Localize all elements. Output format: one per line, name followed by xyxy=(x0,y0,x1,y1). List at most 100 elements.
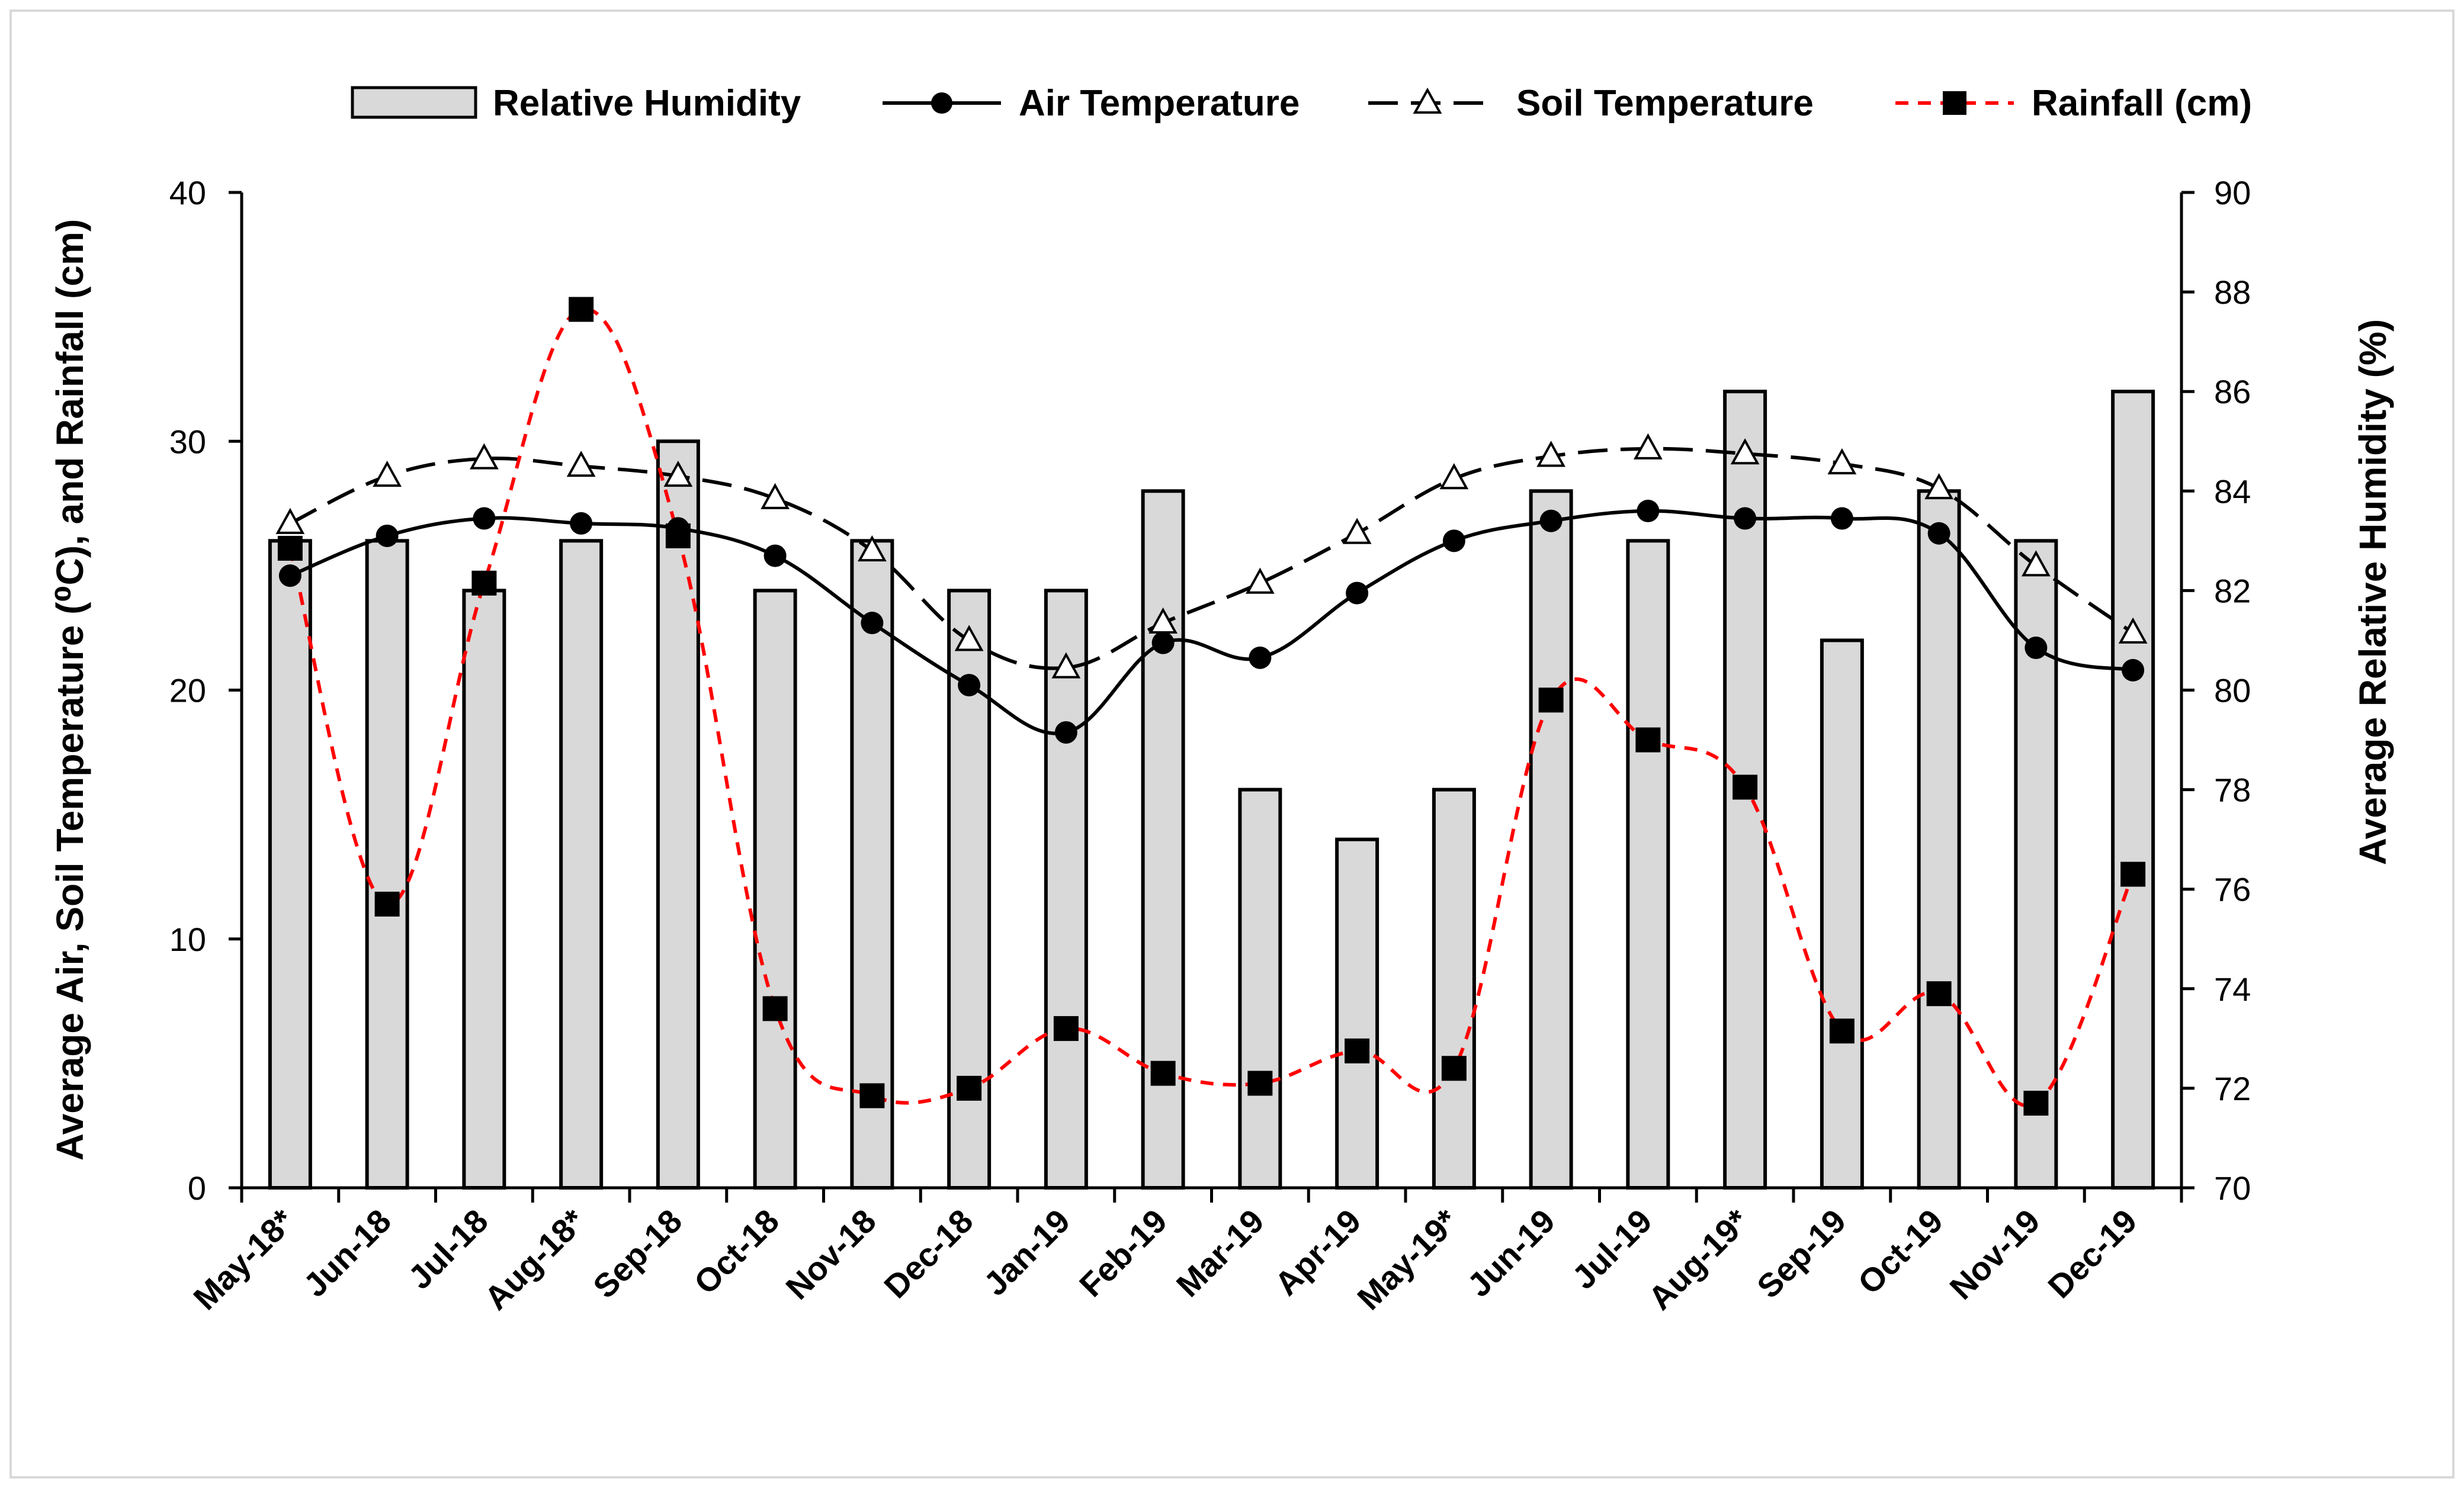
soil-temperature-point xyxy=(2118,617,2148,644)
soil-temperature-point xyxy=(469,443,499,470)
rainfall-point xyxy=(957,1075,982,1101)
legend-item-rainfall: Rainfall (cm) xyxy=(1895,83,2252,124)
rainfall-point xyxy=(1829,1018,1855,1044)
air-temperature-point xyxy=(570,512,593,535)
soil-temperature-point xyxy=(1924,473,1954,500)
air-temperature-point xyxy=(763,544,787,567)
rainfall-point xyxy=(2120,862,2146,887)
rainfall-point xyxy=(471,570,497,596)
rainfall-point xyxy=(1247,1071,1273,1096)
y-left-tick-label: 0 xyxy=(188,1169,206,1207)
soil-temperature-point xyxy=(1730,438,1760,465)
air-temperature-point xyxy=(861,612,884,635)
humidity-bar xyxy=(559,539,604,1190)
rainfall-point xyxy=(1635,727,1661,753)
soil-temperature-point xyxy=(2021,550,2051,577)
humidity-bar xyxy=(1820,638,1864,1190)
legend-item-relative-humidity: Relative Humidity xyxy=(351,83,801,124)
humidity-bar xyxy=(850,539,894,1190)
soil-temperature-point xyxy=(275,507,305,534)
y-left-tick-label: 10 xyxy=(169,921,206,958)
y-axis-right-ticks: 70 72 74 76 78 80 82 84 86 88 90 xyxy=(2181,174,2251,1207)
rainfall-point xyxy=(277,535,303,561)
air-temperature-point xyxy=(958,674,981,697)
y-left-tick-label: 30 xyxy=(169,423,206,460)
soil-temperature-point xyxy=(663,460,693,487)
soil-temperature-point xyxy=(1439,463,1469,490)
humidity-bar xyxy=(1044,589,1088,1190)
y-right-tick-label: 90 xyxy=(2214,174,2251,211)
y-right-tick-label: 86 xyxy=(2214,373,2251,410)
y-axis-left-ticks: 0 10 20 30 40 xyxy=(169,174,242,1207)
humidity-bar xyxy=(1917,489,1961,1190)
humidity-bar xyxy=(268,539,312,1190)
series-markers xyxy=(275,297,2148,1116)
rainfall-point xyxy=(1926,981,1952,1007)
legend-label-air-temperature: Air Temperature xyxy=(1019,83,1300,124)
legend-label-rainfall: Rainfall (cm) xyxy=(2032,83,2252,124)
soil-temperature-point xyxy=(1245,567,1275,594)
soil-temperature-point xyxy=(1342,518,1372,544)
rainfall-point xyxy=(569,297,594,322)
rainfall-point xyxy=(1345,1038,1370,1063)
air-temperature-point xyxy=(1442,529,1465,552)
y-right-tick-label: 76 xyxy=(2214,871,2251,908)
rainfall-point xyxy=(762,996,788,1021)
legend-marker-air-temperature xyxy=(931,92,952,114)
y-axis-right-title: Average Relative Humidity (%) xyxy=(2351,319,2394,865)
rainfall-point xyxy=(665,523,691,548)
humidity-bar xyxy=(753,589,797,1190)
soil-temperature-point xyxy=(1633,433,1663,459)
soil-temperature-point xyxy=(1051,652,1081,679)
air-temperature-point xyxy=(1830,507,1853,530)
humidity-bar xyxy=(1335,837,1379,1190)
air-temperature-point xyxy=(376,524,399,547)
y-right-tick-label: 80 xyxy=(2214,672,2251,709)
y-right-tick-label: 70 xyxy=(2214,1169,2251,1207)
air-temperature-point xyxy=(473,507,496,530)
air-temperature-point xyxy=(1054,721,1077,744)
air-temperature-point xyxy=(1346,581,1369,605)
rainfall-point xyxy=(859,1083,885,1108)
air-temperature-point xyxy=(1539,509,1563,532)
rainfall-point xyxy=(374,891,400,917)
humidity-bar xyxy=(365,539,409,1190)
legend-item-air-temperature: Air Temperature xyxy=(883,83,1300,124)
legend: Relative Humidity Air Temperature Soil T… xyxy=(351,83,2252,124)
humidity-bars xyxy=(268,390,2155,1190)
y-left-tick-label: 20 xyxy=(169,672,206,709)
rainfall-point xyxy=(1441,1056,1467,1081)
rainfall-point xyxy=(1732,774,1758,800)
soil-temperature-point xyxy=(373,460,402,487)
air-temperature-point xyxy=(1249,646,1272,669)
legend-label-relative-humidity: Relative Humidity xyxy=(493,83,801,124)
air-temperature-point xyxy=(1734,507,1757,530)
legend-marker-rainfall xyxy=(1943,91,1966,115)
air-temperature-point xyxy=(2122,658,2145,682)
legend-swatch-relative-humidity xyxy=(351,86,477,119)
air-temperature-point xyxy=(1151,631,1175,654)
soil-temperature-point xyxy=(1148,607,1178,634)
humidity-bar xyxy=(1238,788,1282,1190)
rainfall-point xyxy=(1150,1060,1176,1086)
soil-temperature-point xyxy=(1827,448,1857,475)
y-right-tick-label: 72 xyxy=(2214,1070,2251,1107)
y-right-tick-label: 82 xyxy=(2214,572,2251,609)
legend-item-soil-temperature: Soil Temperature xyxy=(1368,83,1814,124)
legend-marker-soil-temperature xyxy=(1413,87,1442,114)
y-right-tick-label: 88 xyxy=(2214,274,2251,311)
y-left-tick-label: 40 xyxy=(169,174,206,211)
rainfall-point xyxy=(2023,1091,2049,1116)
humidity-bar xyxy=(462,589,506,1190)
air-temperature-point xyxy=(1637,499,1660,522)
humidity-bar xyxy=(1626,539,1670,1190)
humidity-bar xyxy=(2111,390,2155,1190)
rainfall-point xyxy=(1538,687,1564,713)
legend-label-soil-temperature: Soil Temperature xyxy=(1516,83,1814,124)
y-right-tick-label: 74 xyxy=(2214,970,2251,1008)
soil-temperature-point xyxy=(566,451,596,477)
air-temperature-point xyxy=(2025,637,2048,660)
y-right-tick-label: 84 xyxy=(2214,473,2251,510)
y-axis-left-title: Average Air, Soil Temperature (⁰C), and … xyxy=(49,219,91,1161)
